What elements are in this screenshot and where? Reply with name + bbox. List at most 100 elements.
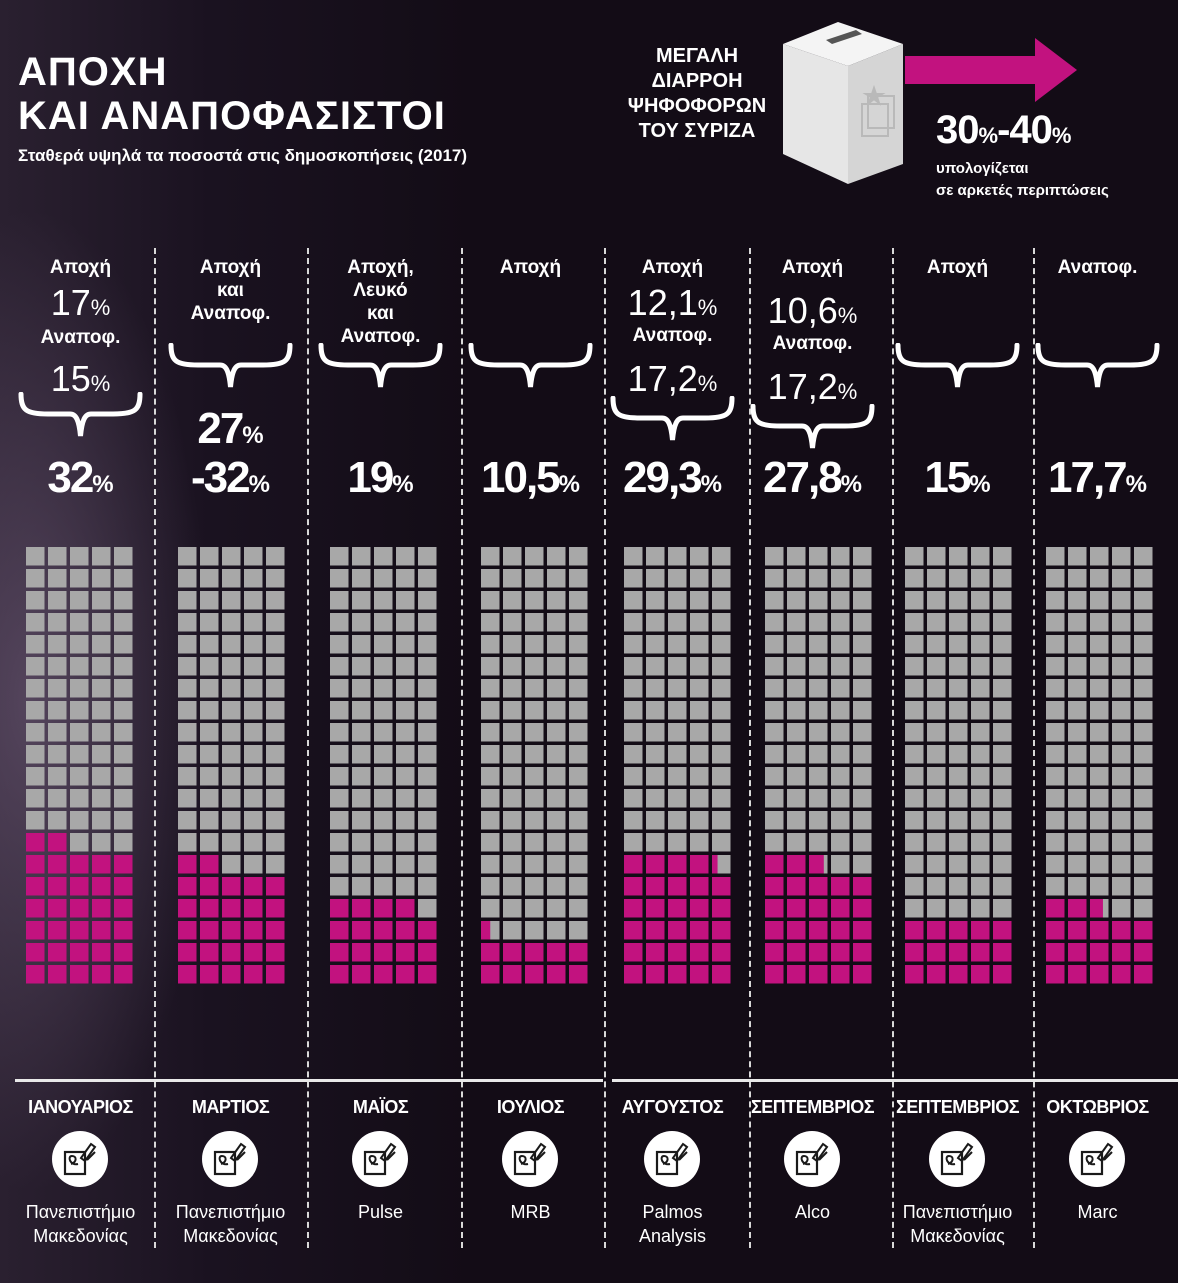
waffle-cell [853, 547, 872, 566]
waffle-cell [668, 723, 687, 742]
waffle-cell [1134, 921, 1153, 940]
waffle-cell [690, 657, 709, 676]
waffle-cell [1046, 789, 1065, 808]
waffle-cell [690, 569, 709, 588]
waffle-cell [690, 591, 709, 610]
waffle-cell [374, 701, 393, 720]
waffle-cell [787, 855, 806, 874]
ballot-vote-icon [502, 1131, 558, 1187]
waffle-cell [1112, 701, 1131, 720]
waffle-cell [927, 723, 946, 742]
waffle-cell [927, 855, 946, 874]
waffle-cell [92, 877, 111, 896]
waffle-cell [92, 701, 111, 720]
waffle-cell [690, 723, 709, 742]
category-label: Αποχή [49, 257, 112, 278]
waffle-cell [905, 855, 924, 874]
category-label: Αναποφ. [190, 303, 271, 324]
waffle-cell [92, 635, 111, 654]
waffle-cell [646, 767, 665, 786]
waffle-cell [1046, 547, 1065, 566]
month-label: ΜΑΡΤΙΟΣ [191, 1097, 270, 1117]
waffle-cell [971, 547, 990, 566]
waffle-cell [547, 833, 566, 852]
waffle-cell [853, 657, 872, 676]
leak-range-low-pct: % [978, 123, 999, 148]
waffle-cell [853, 569, 872, 588]
waffle-cell [1134, 899, 1153, 918]
total-percentage: 29,3% [600, 453, 745, 510]
waffle-cell [178, 789, 197, 808]
waffle-cell [396, 899, 415, 918]
poll-source-line: Pulse [357, 1202, 404, 1222]
waffle-cell [48, 811, 67, 830]
waffle-cell [905, 745, 924, 764]
total-percentage-pct: % [700, 471, 722, 498]
waffle-cell [525, 701, 544, 720]
waffle-cell [352, 723, 371, 742]
waffle-cell [547, 591, 566, 610]
waffle-cell [92, 591, 111, 610]
waffle-cell [48, 635, 67, 654]
arrow-right-icon [905, 38, 1077, 102]
waffle-cell [503, 965, 522, 984]
waffle-chart [765, 547, 872, 984]
waffle-cell [927, 745, 946, 764]
waffle-cell [624, 767, 643, 786]
leak-note-line-1: υπολογίζεται [936, 160, 1029, 177]
waffle-cell [971, 767, 990, 786]
waffle-cell [927, 789, 946, 808]
waffle-cell [905, 591, 924, 610]
waffle-cell [396, 789, 415, 808]
waffle-cell [624, 657, 643, 676]
waffle-cell [927, 811, 946, 830]
waffle-cell [330, 635, 349, 654]
waffle-cell [92, 965, 111, 984]
waffle-cell [971, 833, 990, 852]
waffle-cell [222, 877, 241, 896]
waffle-cell [352, 921, 371, 940]
waffle-cell [1112, 591, 1131, 610]
waffle-cell [1112, 657, 1131, 676]
waffle-cell [330, 833, 349, 852]
waffle-cell [646, 877, 665, 896]
waffle-cell [48, 679, 67, 698]
curly-brace-icon [895, 343, 1020, 388]
waffle-cell [200, 657, 219, 676]
waffle-cell [244, 943, 263, 962]
waffle-cell [690, 547, 709, 566]
waffle-cell [690, 921, 709, 940]
waffle-cell [668, 569, 687, 588]
waffle-cell [1046, 943, 1065, 962]
waffle-cell [70, 789, 89, 808]
waffle-cell [26, 899, 45, 918]
waffle-cell [222, 943, 241, 962]
waffle-cell [92, 921, 111, 940]
waffle-cell [1046, 723, 1065, 742]
waffle-cell [330, 811, 349, 830]
waffle-cell [712, 679, 731, 698]
waffle-cell [418, 833, 437, 852]
waffle-cell [374, 635, 393, 654]
ballot-vote-icon [644, 1131, 700, 1187]
waffle-cell [374, 789, 393, 808]
waffle-cell [396, 701, 415, 720]
waffle-cell [418, 899, 437, 918]
waffle-chart [624, 547, 731, 984]
waffle-cell [1090, 547, 1109, 566]
waffle-cell [374, 943, 393, 962]
waffle-cell [853, 899, 872, 918]
waffle-cell [624, 833, 643, 852]
leak-note-line-2: σε αρκετές περιπτώσεις [936, 182, 1109, 199]
waffle-cell [993, 547, 1012, 566]
total-percentage-pct: % [969, 471, 991, 498]
waffle-cell [92, 569, 111, 588]
total-percentage: 17,7% [1025, 453, 1170, 510]
waffle-cell [668, 547, 687, 566]
waffle-cell [481, 657, 500, 676]
column-divider [604, 248, 606, 1248]
waffle-cell [905, 723, 924, 742]
waffle-cell [1134, 657, 1153, 676]
waffle-cell [624, 811, 643, 830]
category-label: Λευκό [353, 280, 408, 301]
